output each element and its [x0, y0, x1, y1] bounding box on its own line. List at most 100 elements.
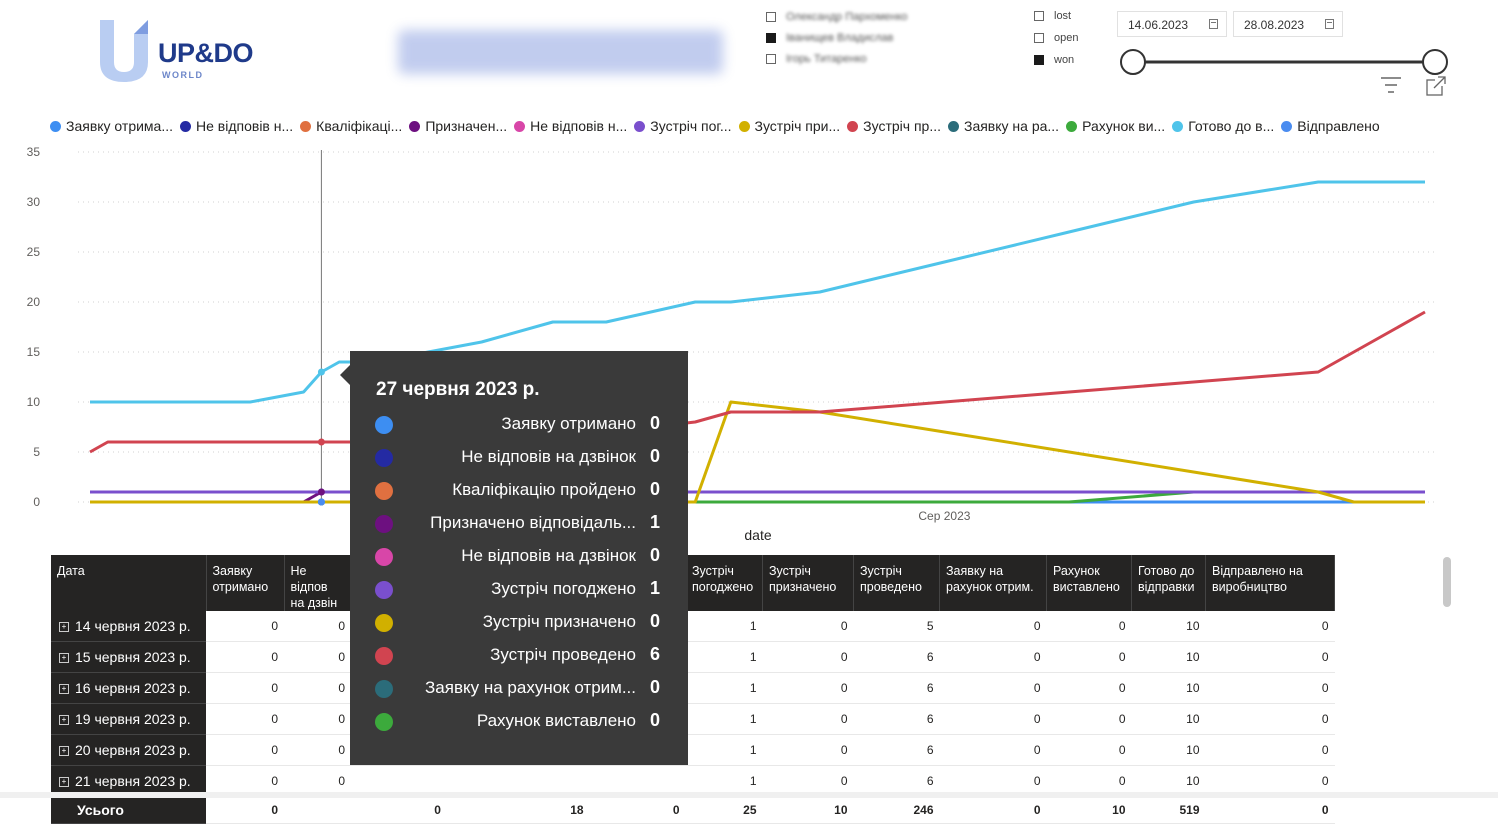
start-date-input[interactable]: 14.06.2023	[1117, 11, 1227, 37]
tooltip-row: Заявку на рахунок отрим... 0	[350, 672, 688, 705]
calendar-icon[interactable]	[1325, 19, 1334, 29]
row-date-cell[interactable]: +14 червня 2023 р.	[51, 611, 206, 642]
table-row: +15 червня 2023 р. 0 0 1 0 6 0 0 10 0	[51, 641, 1335, 673]
checkbox-checked-icon[interactable]	[1034, 55, 1044, 65]
slider-end-handle[interactable]	[1422, 49, 1448, 75]
checkbox-checked-icon[interactable]	[766, 33, 776, 43]
row-date-cell[interactable]: +16 червня 2023 р.	[51, 672, 206, 704]
column-header[interactable]: Дата	[51, 555, 207, 611]
legend-item[interactable]: Не відповів н...	[180, 118, 293, 134]
legend-label: Зустріч при...	[754, 118, 841, 134]
row-date-label: 20 червня 2023 р.	[75, 742, 191, 758]
legend-item[interactable]: Зустріч пог...	[634, 118, 732, 134]
legend-item[interactable]: Готово до в...	[1172, 118, 1274, 134]
hover-marker	[317, 438, 325, 446]
row-date-cell[interactable]: +20 червня 2023 р.	[51, 734, 206, 766]
table-cell: 0	[1205, 765, 1335, 797]
table-cell: 0	[206, 672, 284, 704]
column-header[interactable]: Зустріч призначено	[762, 555, 854, 611]
tooltip-series-value: 0	[650, 677, 661, 697]
calendar-icon[interactable]	[1209, 19, 1218, 29]
table-cell: 10	[1131, 703, 1206, 735]
row-date-cell[interactable]: +19 червня 2023 р.	[51, 703, 206, 735]
legend-item[interactable]: Заявку на ра...	[947, 118, 1059, 134]
status-option-won[interactable]: won	[1034, 52, 1078, 68]
expand-plus-icon[interactable]: +	[59, 746, 69, 757]
total-cell: 0	[1205, 796, 1335, 824]
table-row: +14 червня 2023 р. 0 0 1 0 5 0 0 10 0	[51, 611, 1335, 642]
y-tick-label: 10	[27, 395, 41, 409]
column-header[interactable]: Відправлено на виробництво	[1205, 555, 1335, 611]
legend-item[interactable]: Кваліфікаці...	[300, 118, 402, 134]
tooltip-series-value: 0	[650, 479, 661, 499]
data-table: Дата Заявку отримано Не відпов на дзвін Зус…	[51, 555, 1335, 824]
status-option-lost[interactable]: lost	[1034, 8, 1078, 24]
legend-item[interactable]: Рахунок ви...	[1066, 118, 1165, 134]
employee-option[interactable]: Олександр Пархоменко	[766, 9, 908, 25]
table-cell: 1	[685, 703, 763, 735]
slider-start-handle[interactable]	[1120, 49, 1146, 75]
legend-item[interactable]: Призначен...	[409, 118, 507, 134]
expand-plus-icon[interactable]: +	[59, 622, 69, 633]
end-date-input[interactable]: 28.08.2023	[1233, 11, 1343, 37]
expand-plus-icon[interactable]: +	[59, 684, 69, 695]
legend-item[interactable]: Не відповів н...	[514, 118, 627, 134]
employee-option[interactable]: Іванищев Владислав	[766, 30, 908, 46]
checkbox-icon[interactable]	[766, 54, 776, 64]
expand-plus-icon[interactable]: +	[59, 777, 69, 788]
series-line[interactable]	[89, 310, 1426, 454]
table-cell: 10	[1131, 641, 1206, 673]
column-header[interactable]: Зустріч погоджено	[685, 555, 763, 611]
legend-item[interactable]: Відправлено	[1281, 118, 1380, 134]
series-dot-icon	[375, 581, 393, 599]
table-cell: 0	[284, 734, 351, 766]
table-cell: 0	[939, 672, 1047, 704]
column-header[interactable]: Заявку отримано	[206, 555, 285, 611]
total-cell: 10	[1046, 796, 1132, 824]
table-cell: 6	[853, 703, 940, 735]
filter-icon[interactable]	[1380, 75, 1402, 95]
legend-dot-icon	[50, 120, 61, 132]
row-date-label: 15 червня 2023 р.	[75, 649, 191, 665]
chart-legend: Заявку отрима... Не відповів н... Кваліфік…	[50, 118, 1387, 134]
series-dot-icon	[375, 647, 393, 665]
y-tick-label: 15	[27, 345, 41, 359]
legend-dot-icon	[1066, 120, 1078, 132]
tooltip-row: Не відповів на дзвінок 0	[350, 441, 688, 474]
focus-mode-icon[interactable]	[1425, 75, 1447, 97]
total-cell: 10	[762, 796, 854, 824]
column-header[interactable]: Рахунок виставлено	[1046, 555, 1132, 611]
column-header[interactable]: Не відпов на дзвін	[284, 555, 352, 611]
table-cell: 0	[1046, 672, 1132, 704]
legend-item[interactable]: Зустріч при...	[738, 118, 841, 134]
series-line[interactable]	[90, 180, 1425, 404]
expand-plus-icon[interactable]: +	[59, 715, 69, 726]
table-cell: 0	[284, 703, 351, 735]
legend-dot-icon	[300, 120, 312, 132]
column-header[interactable]: Заявку на рахунок отрим.	[939, 555, 1047, 611]
tooltip-series-name: Заявку на рахунок отрим...	[425, 678, 636, 697]
legend-dot-icon	[514, 120, 526, 132]
tooltip-row: Зустріч проведено 6	[350, 639, 688, 672]
table-scrollbar[interactable]	[1443, 557, 1451, 607]
checkbox-icon[interactable]	[766, 12, 776, 22]
date-range-slider[interactable]	[1117, 46, 1453, 78]
column-header[interactable]: Зустріч проведено	[853, 555, 940, 611]
status-option-open[interactable]: open	[1034, 30, 1078, 46]
row-date-cell[interactable]: +15 червня 2023 р.	[51, 641, 206, 673]
legend-label: Призначен...	[425, 118, 508, 134]
checkbox-icon[interactable]	[1034, 33, 1044, 43]
table-cell: 0	[284, 641, 351, 673]
legend-item[interactable]: Заявку отрима...	[50, 118, 173, 134]
legend-item[interactable]: Зустріч пр...	[847, 118, 941, 134]
column-header[interactable]: Готово до відправки	[1131, 555, 1206, 611]
row-date-cell[interactable]: +21 червня 2023 р.	[51, 765, 206, 797]
tooltip-series-value: 0	[650, 413, 661, 433]
expand-plus-icon[interactable]: +	[59, 653, 69, 664]
table-cell: 10	[1131, 734, 1206, 766]
employee-option[interactable]: Ігорь Титаренко	[766, 51, 908, 67]
checkbox-icon[interactable]	[1034, 11, 1044, 21]
tooltip-series-value: 1	[650, 512, 661, 532]
series-line[interactable]	[90, 400, 1425, 504]
